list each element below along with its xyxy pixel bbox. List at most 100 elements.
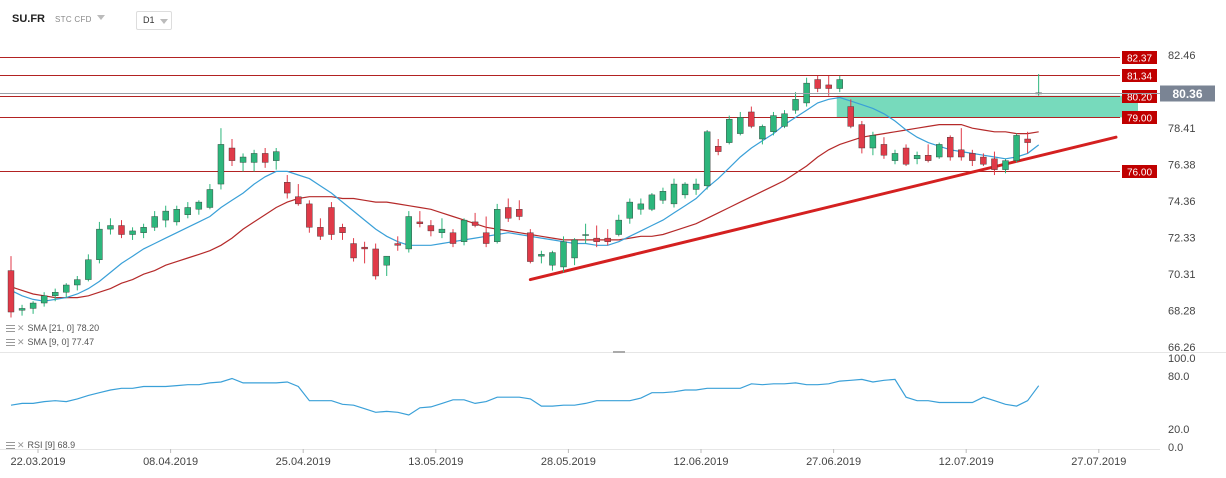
candle [129,227,136,240]
candle-body [29,302,37,309]
candle [494,203,501,244]
candle-body [449,232,457,244]
level-price-label: 82.37 [1127,54,1152,65]
candle [18,304,26,316]
candle [560,236,567,273]
candle [924,144,932,163]
candle-body [228,147,236,161]
candle [416,211,424,228]
symbol-label[interactable]: SU.FR [12,13,45,25]
x-tick-label: 22.03.2019 [10,456,65,468]
candle-body [184,207,192,215]
candle-body [96,228,103,260]
candle-body [7,270,15,313]
candle [913,151,921,165]
candle [261,148,269,168]
candle-body [958,149,965,158]
candle-body [460,219,468,242]
candle [184,202,192,219]
candle-body [770,115,777,132]
x-tick-label: 27.07.2019 [1071,456,1126,468]
timeframe-select[interactable]: D1 [136,11,172,30]
candle [836,75,843,93]
candle [814,75,821,93]
close-icon[interactable]: ✕ [17,323,25,333]
candle [847,99,854,129]
settings-icon[interactable] [6,442,15,450]
candle [803,77,810,107]
candle [273,148,280,170]
candle [947,135,954,161]
candle [107,218,114,235]
candle-body [195,201,203,210]
candle [284,175,291,199]
candle [869,131,877,156]
candle-body [317,227,324,237]
sma9-legend[interactable]: ✕ SMA [9, 0] 77.47 [6,337,94,348]
candle-body [162,210,169,221]
candle-body [792,99,799,111]
candle-body [405,216,412,250]
candle-body [63,284,70,293]
candle [162,205,169,228]
close-icon[interactable]: ✕ [17,337,25,347]
candle-body [250,153,258,163]
candle [383,255,390,276]
close-icon[interactable]: ✕ [17,440,25,450]
settings-icon[interactable] [6,339,15,347]
candle [328,202,335,240]
candle [96,221,103,264]
rsi-legend[interactable]: ✕ RSI [9] 68.9 [6,440,75,451]
candle [549,250,556,271]
candle-body [560,241,567,268]
chevron-down-icon[interactable] [97,15,105,20]
candle [361,241,368,264]
candle-body [626,201,633,219]
candle-body [284,182,291,194]
candle-body [140,227,147,233]
candle-body [571,239,578,259]
candle [692,178,700,195]
candle-body [549,252,556,266]
candle [681,182,689,199]
candle-body [74,279,81,286]
candle-body [759,126,766,140]
candle [748,106,755,129]
settings-icon[interactable] [6,325,15,333]
trendline[interactable] [528,135,1118,282]
last-price-label: 80.36 [1172,87,1202,101]
candle-body [538,254,545,257]
y-tick-label: 70.31 [1168,269,1196,281]
chevron-down-icon [160,19,168,24]
candle [151,211,158,231]
candle-body [482,232,490,244]
candle [482,216,490,248]
candle [206,184,214,210]
candle [516,200,523,221]
candle-body [814,79,821,89]
last-price-tag [1160,85,1215,102]
candle [195,200,203,215]
candle [626,198,633,224]
candle [295,184,302,206]
candle [1013,133,1020,163]
level-price-tag [1122,165,1157,178]
candle-body [52,292,59,297]
candle [593,225,600,248]
candle [759,124,766,145]
candle-body [217,144,225,185]
sma21-line [10,123,1039,299]
candle-body [748,111,755,127]
sma9-legend-label: SMA [9, 0] 77.47 [27,337,95,347]
rsi-y-tick-label: 100.0 [1168,353,1196,365]
chart-header: SU.FR STC CFD D1 [0,0,1226,36]
instrument-type-label[interactable]: STC CFD [55,15,92,24]
candle-body [880,144,888,156]
sma21-legend-label: SMA [21, 0] 78.20 [27,323,100,333]
candle-body [40,295,48,304]
pane-resize-handle[interactable] [613,351,625,353]
support-zone [836,95,1138,118]
sma21-legend[interactable]: ✕ SMA [21, 0] 78.20 [6,323,99,334]
candle-body [637,203,645,210]
